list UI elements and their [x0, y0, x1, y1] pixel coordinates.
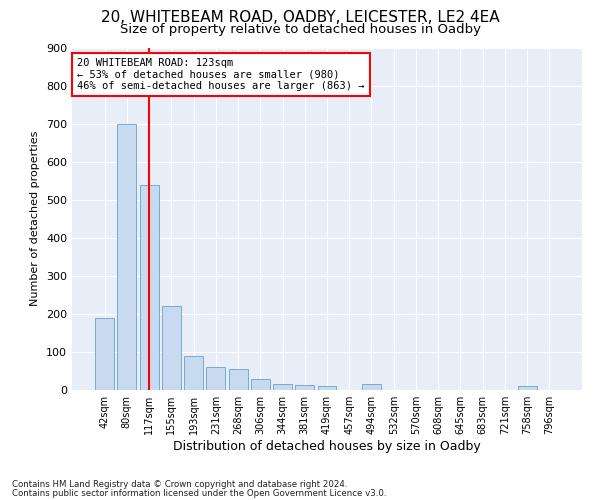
- Bar: [184, 356, 203, 390]
- Bar: [140, 184, 158, 390]
- Y-axis label: Number of detached properties: Number of detached properties: [31, 131, 40, 306]
- Bar: [95, 318, 114, 390]
- Bar: [362, 384, 381, 390]
- Bar: [118, 124, 136, 390]
- Text: Size of property relative to detached houses in Oadby: Size of property relative to detached ho…: [119, 22, 481, 36]
- Bar: [317, 386, 337, 390]
- Text: Contains public sector information licensed under the Open Government Licence v3: Contains public sector information licen…: [12, 488, 386, 498]
- Bar: [162, 306, 181, 390]
- Bar: [251, 378, 270, 390]
- Text: 20 WHITEBEAM ROAD: 123sqm
← 53% of detached houses are smaller (980)
46% of semi: 20 WHITEBEAM ROAD: 123sqm ← 53% of detac…: [77, 58, 365, 91]
- Bar: [206, 367, 225, 390]
- Text: 20, WHITEBEAM ROAD, OADBY, LEICESTER, LE2 4EA: 20, WHITEBEAM ROAD, OADBY, LEICESTER, LE…: [101, 10, 499, 25]
- X-axis label: Distribution of detached houses by size in Oadby: Distribution of detached houses by size …: [173, 440, 481, 453]
- Text: Contains HM Land Registry data © Crown copyright and database right 2024.: Contains HM Land Registry data © Crown c…: [12, 480, 347, 489]
- Bar: [229, 369, 248, 390]
- Bar: [273, 384, 292, 390]
- Bar: [295, 386, 314, 390]
- Bar: [518, 386, 536, 390]
